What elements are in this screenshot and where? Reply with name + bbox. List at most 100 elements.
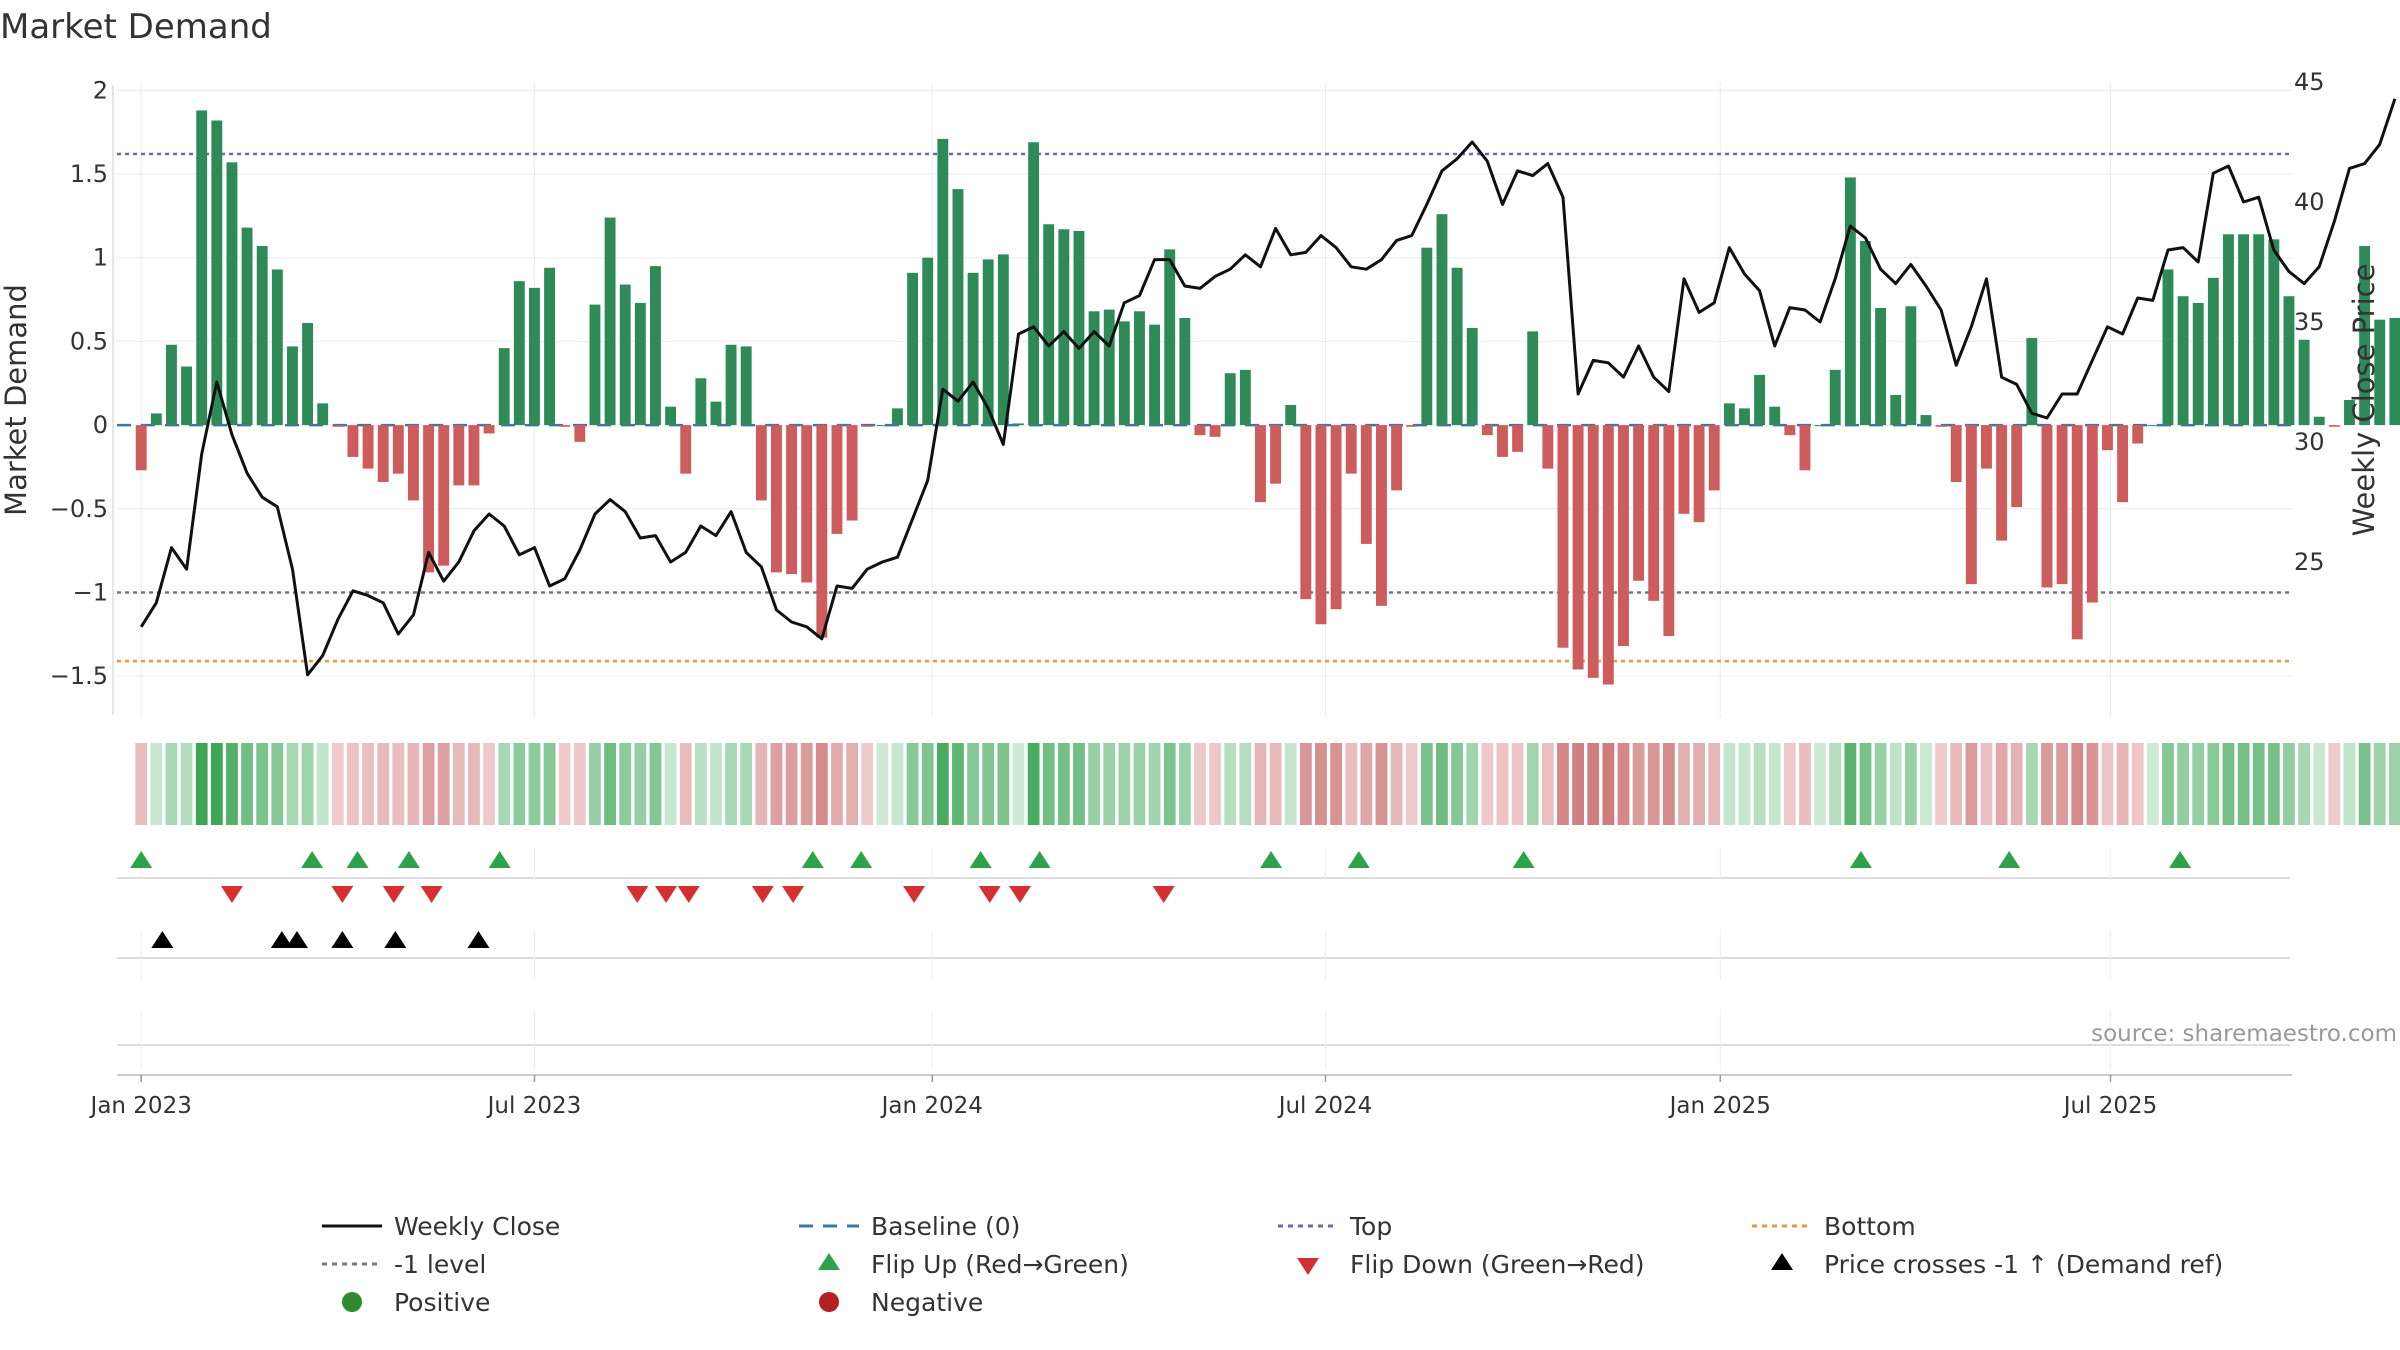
bar-positive [1466,328,1478,426]
heat-cell [1965,743,1978,825]
flip-up-marker [801,851,824,868]
bar-negative [135,425,147,471]
heat-cell [362,743,374,825]
heat-cell [513,743,526,825]
bar-negative [347,425,359,457]
bar-negative [816,425,828,638]
heat-cell [831,743,843,825]
bar-negative [1602,425,1614,685]
bar-negative [1981,425,1992,469]
heat-cell [1269,743,1282,825]
y-right-tick-label: 30 [2294,428,2325,456]
heat-cell [2343,743,2356,825]
bar-positive [317,403,329,426]
heat-cell [271,743,284,825]
heat-cell [2252,743,2265,825]
y-left-tick-label: 1.5 [70,160,108,188]
heat-cell [2071,743,2084,825]
bar-positive [982,259,994,426]
legend-label: Negative [871,1288,983,1317]
bar-positive [1149,324,1161,426]
bar-positive [2026,338,2038,426]
source-text: source: sharemaestro.com [2091,1021,2397,1047]
heat-cell [740,743,753,825]
heat-cell [1783,743,1796,825]
price-cross-marker [151,931,174,948]
heat-cell [2086,743,2099,825]
heat-cell [906,743,919,825]
x-tick-label: Jul 2025 [2062,1093,2158,1119]
heat-cell [1209,743,1221,825]
bar-negative [574,425,586,442]
bar-negative [1950,425,1962,483]
bar-positive [211,120,223,426]
chart-title: Market Demand [0,7,272,47]
bar-negative [755,425,767,501]
flip-down-marker [331,886,354,903]
heat-cell [135,743,148,825]
bar-positive [150,413,162,426]
heat-cell [1481,743,1494,825]
flip-down-marker [220,886,243,903]
legend-label: Flip Up (Red→Green) [871,1250,1129,1279]
bar-negative [559,425,571,427]
bar-positive [2389,317,2400,426]
legend-swatch [819,1292,839,1312]
heat-cell [604,743,616,825]
heat-cell [2388,743,2400,825]
heat-cell [543,743,556,825]
heat-cell [1254,743,1267,825]
bar-negative [438,425,450,566]
bar-negative [1693,425,1705,523]
heat-cell [1148,743,1161,825]
heat-cell [2237,743,2250,825]
heat-cell [2177,743,2189,825]
y-right-tick-label: 45 [2294,68,2325,96]
heat-cell [1420,743,1433,825]
heat-cell [649,743,662,825]
x-tick-label: Jan 2025 [1668,1093,1771,1119]
bar-positive [740,346,752,426]
heat-cell [1647,743,1660,825]
bar-positive [952,189,964,426]
heat-cell [1239,743,1252,825]
heat-cell [468,743,480,825]
heat-cell [1224,743,1237,825]
bar-positive [589,304,601,426]
y-right-axis-title: Weekly Close Price [2347,264,2381,537]
heat-cell [165,743,178,825]
flip-up-marker [1849,851,1872,868]
heat-cell [1995,743,2008,825]
heat-cell [694,743,707,825]
heat-cell [997,743,1010,825]
bar-negative [332,425,344,427]
bar-negative [1663,425,1675,636]
flip-down-marker [677,886,700,903]
bar-positive [2283,296,2295,426]
heat-cell [1753,743,1766,825]
bar-positive [1860,241,1871,426]
heat-cell [573,743,586,825]
bar-positive [2223,234,2234,426]
heat-cell [452,743,465,825]
heat-cell [528,743,541,825]
bar-negative [1345,425,1357,474]
bar-positive [2344,400,2355,426]
bar-positive [1829,369,1841,426]
bar-negative [1376,425,1387,606]
heat-cell [1451,743,1463,825]
bar-negative [1270,425,1282,484]
legend-item: Positive [342,1288,490,1317]
heat-cell [1617,743,1630,825]
flip-up-marker [130,851,153,868]
heat-cell [785,743,798,825]
flip-up-marker [969,851,992,868]
y-left-tick-label: −1 [73,578,108,606]
flip-up-marker [488,851,511,868]
bar-positive [2374,319,2386,426]
heat-cell [679,743,692,825]
heat-cell [2010,743,2023,825]
heat-cell [1814,743,1826,825]
heat-cell [1284,743,1297,825]
